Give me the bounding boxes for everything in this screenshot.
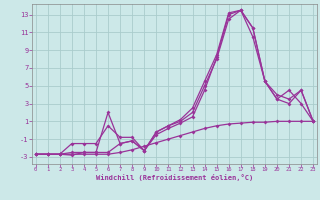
X-axis label: Windchill (Refroidissement éolien,°C): Windchill (Refroidissement éolien,°C) <box>96 174 253 181</box>
